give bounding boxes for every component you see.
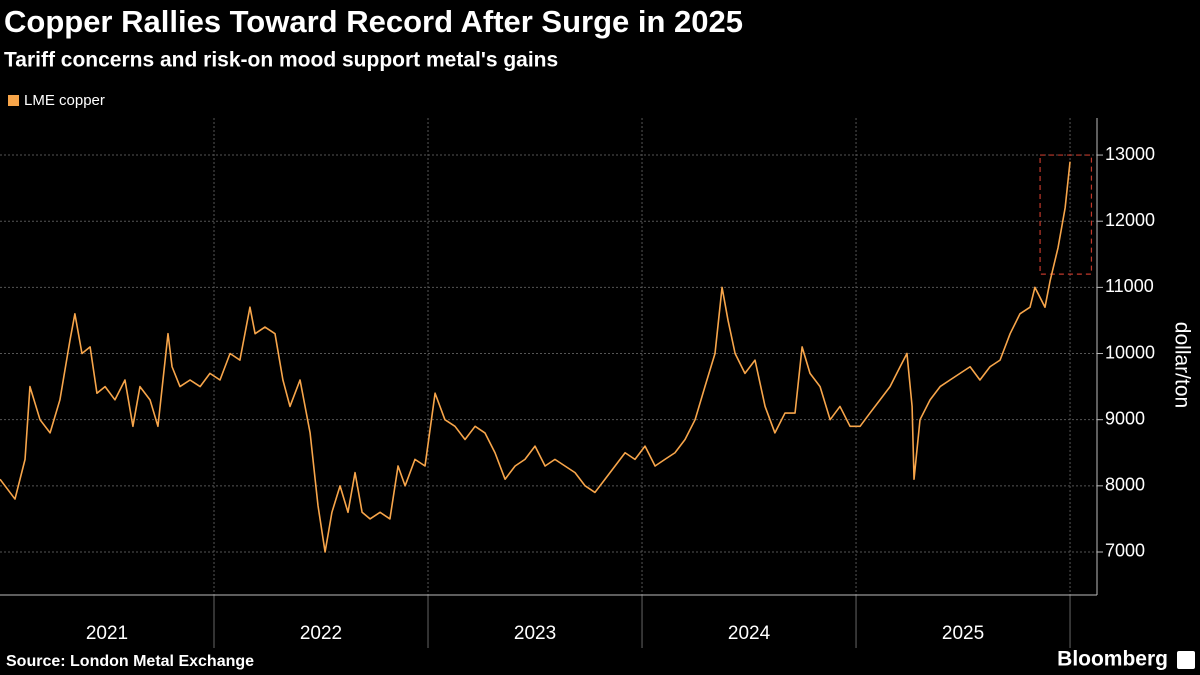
x-tick-label: 2025 — [942, 623, 984, 644]
x-tick-label: 2021 — [86, 623, 128, 644]
x-tick-label: 2023 — [514, 623, 556, 644]
brand: Bloomberg — [1057, 648, 1168, 671]
y-tick-label: 8000 — [1105, 475, 1145, 495]
x-tick-label: 2024 — [728, 623, 771, 644]
legend-label: LME copper — [24, 92, 105, 109]
highlight-box — [1039, 154, 1093, 275]
legend-swatch — [8, 95, 19, 106]
series-line — [0, 161, 1071, 553]
x-tick-label: 2022 — [300, 623, 342, 644]
source: Source: London Metal Exchange — [6, 653, 254, 670]
y-tick-label: 13000 — [1105, 144, 1155, 164]
chart-title: Copper Rallies Toward Record After Surge… — [4, 4, 743, 39]
brand-icon — [1177, 651, 1195, 669]
y-tick-label: 10000 — [1105, 342, 1155, 362]
y-axis-label: dollar/ton — [1170, 322, 1193, 408]
y-tick-label: 11000 — [1105, 276, 1154, 296]
y-tick-label: 9000 — [1105, 408, 1145, 428]
chart-subtitle: Tariff concerns and risk-on mood support… — [4, 49, 558, 72]
y-tick-label: 7000 — [1105, 541, 1145, 561]
y-tick-label: 12000 — [1105, 210, 1155, 230]
